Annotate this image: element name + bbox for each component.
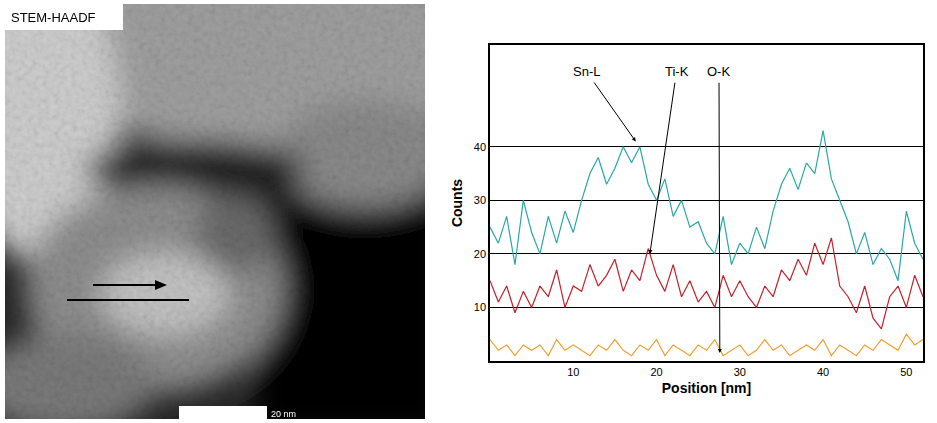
svg-text:40: 40 bbox=[474, 141, 486, 153]
svg-text:20: 20 bbox=[650, 366, 662, 378]
svg-text:Ti-K: Ti-K bbox=[665, 64, 689, 79]
svg-text:30: 30 bbox=[734, 366, 746, 378]
svg-text:20 nm: 20 nm bbox=[271, 409, 296, 419]
svg-text:20: 20 bbox=[474, 248, 486, 260]
svg-text:40: 40 bbox=[817, 366, 829, 378]
svg-text:10: 10 bbox=[474, 301, 486, 313]
svg-text:Position [nm]: Position [nm] bbox=[662, 380, 751, 396]
svg-text:Sn-L: Sn-L bbox=[573, 64, 600, 79]
svg-text:STEM-HAADF: STEM-HAADF bbox=[11, 10, 96, 25]
svg-text:10: 10 bbox=[567, 366, 579, 378]
svg-text:O-K: O-K bbox=[707, 64, 730, 79]
svg-text:30: 30 bbox=[474, 194, 486, 206]
svg-text:50: 50 bbox=[900, 366, 912, 378]
svg-text:Counts: Counts bbox=[449, 179, 465, 227]
